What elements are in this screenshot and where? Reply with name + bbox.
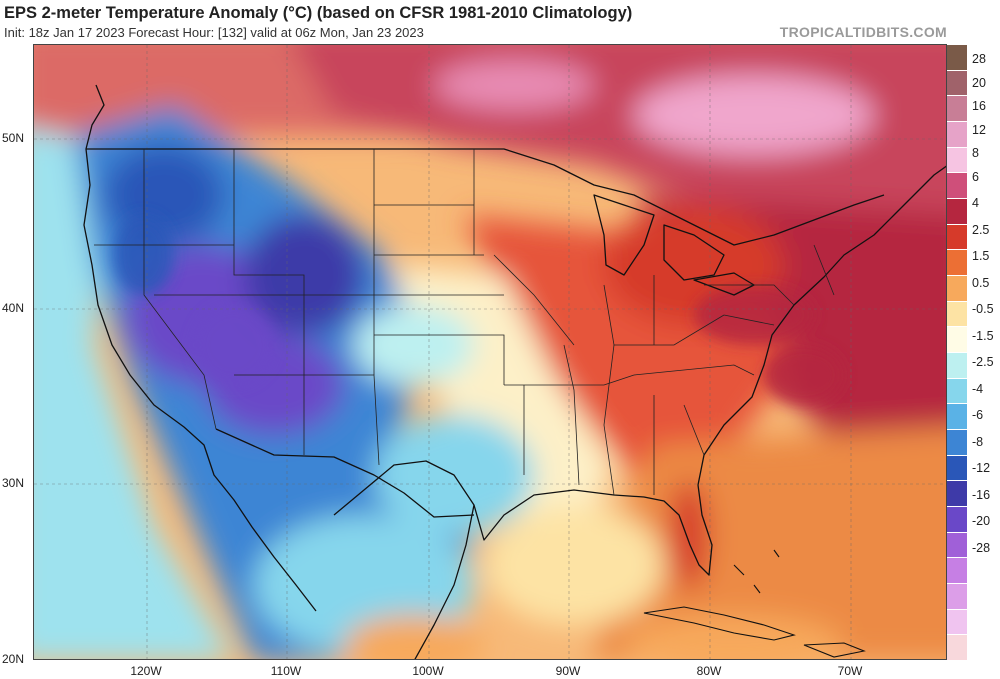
site-credit: TROPICALTIDBITS.COM [779, 24, 947, 40]
color-scale-swatch [947, 506, 967, 532]
color-scale-swatch [947, 146, 967, 173]
color-scale-swatch [947, 403, 967, 429]
color-scale-label: 28 [972, 52, 986, 66]
graticule [34, 45, 946, 659]
color-scale-label: 6 [972, 169, 979, 184]
color-scale-label: 2.5 [972, 222, 990, 237]
color-scale-label: -4 [972, 381, 984, 396]
color-scale-label: -8 [972, 434, 984, 449]
color-scale-swatch [947, 249, 967, 275]
lat-label-50n: 50N [2, 131, 25, 145]
color-scale-label: -0.5 [972, 302, 994, 316]
color-scale-swatch [947, 172, 967, 198]
lon-label-80w: 80W [696, 664, 722, 678]
color-scale-swatch [947, 300, 967, 327]
lon-label-90w: 90W [555, 664, 581, 678]
color-scale-label: -1.5 [972, 328, 994, 343]
color-scale-swatch [947, 634, 967, 660]
color-scale-swatch [947, 608, 967, 635]
color-scale-swatch [947, 454, 967, 481]
color-scale-bar [947, 44, 967, 660]
chart-title: EPS 2-meter Temperature Anomaly (°C) (ba… [4, 4, 633, 22]
color-scale-swatch [947, 44, 967, 70]
color-scale-label: -12 [972, 461, 991, 475]
color-scale-swatch [947, 583, 967, 609]
color-scale-swatch [947, 223, 967, 250]
color-scale-label: 16 [972, 99, 986, 113]
color-scale-swatch [947, 429, 967, 455]
color-scale-swatch [947, 121, 967, 147]
color-scale-swatch [947, 480, 967, 506]
color-scale-label: 20 [972, 75, 986, 90]
color-scale-label: -6 [972, 408, 984, 422]
color-scale-swatch [947, 352, 967, 378]
color-scale-label: -2.5 [972, 355, 994, 369]
temperature-anomaly-map [33, 44, 947, 660]
color-scale-swatch [947, 326, 967, 352]
color-scale-swatch [947, 69, 967, 96]
lat-label-40n: 40N [2, 301, 25, 315]
map-canvas [34, 45, 946, 659]
forecast-info: Init: 18z Jan 17 2023 Forecast Hour: [13… [4, 25, 424, 40]
state-borders [94, 149, 835, 496]
coastlines [83, 84, 946, 659]
color-scale-label: -20 [972, 514, 991, 528]
lon-label-120w: 120W [130, 664, 162, 678]
color-scale-label: -16 [972, 487, 991, 502]
color-scale-label: 4 [972, 196, 979, 210]
lat-label-30n: 30N [2, 476, 25, 490]
lat-label-20n: 20N [2, 652, 25, 666]
color-scale-swatch [947, 198, 967, 224]
lon-label-100w: 100W [412, 664, 444, 678]
color-scale-label: 0.5 [972, 275, 990, 290]
color-scale-label: 12 [972, 122, 986, 137]
color-scale-swatch [947, 275, 967, 301]
color-scale-label: -28 [972, 540, 991, 555]
color-scale-swatch [947, 557, 967, 583]
color-scale-swatch [947, 95, 967, 121]
color-scale-swatch [947, 377, 967, 404]
lon-label-110w: 110W [270, 664, 302, 678]
lon-label-70w: 70W [837, 664, 863, 678]
color-scale-label: 8 [972, 146, 979, 160]
color-scale-label: 1.5 [972, 249, 990, 263]
color-scale-swatch [947, 531, 967, 558]
